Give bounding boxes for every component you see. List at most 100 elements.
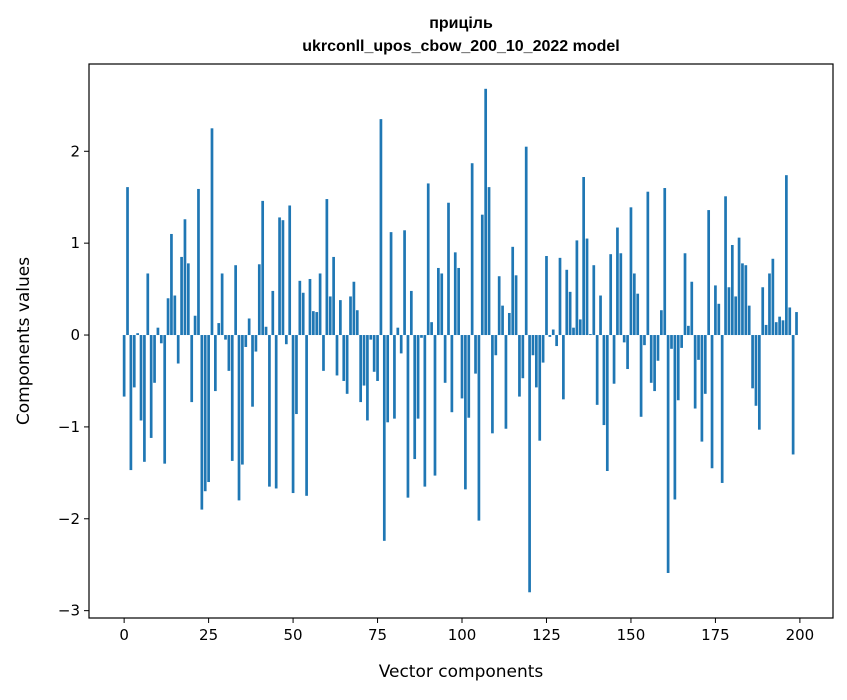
x-axis-label: Vector components (379, 662, 544, 682)
bar-150 (629, 207, 633, 336)
bar-119 (524, 146, 528, 336)
bar-147 (619, 253, 623, 336)
bar-35 (241, 335, 244, 465)
x-tick-label: 50 (284, 626, 303, 644)
bar-17 (180, 256, 183, 336)
bar-131 (565, 269, 569, 336)
x-tick-label: 125 (532, 626, 561, 644)
bar-111 (497, 276, 501, 336)
bar-98 (453, 252, 457, 336)
bar-161 (666, 335, 670, 573)
bar-76 (379, 119, 383, 336)
bar-172 (703, 335, 707, 394)
bar-65 (342, 335, 346, 381)
bar-71 (362, 335, 366, 386)
bar-83 (403, 230, 406, 336)
bar-117 (518, 335, 521, 397)
bar-124 (541, 335, 545, 363)
bar-168 (690, 281, 694, 336)
bar-171 (700, 335, 704, 442)
bar-180 (730, 244, 734, 336)
bar-146 (616, 227, 619, 336)
bar-103 (470, 163, 474, 336)
plot-frame (88, 63, 834, 619)
bar-16 (176, 335, 180, 364)
bar-93 (437, 267, 440, 336)
bar-52 (298, 280, 302, 336)
bar-69 (355, 310, 359, 336)
bar-95 (443, 335, 447, 383)
bar-136 (582, 177, 585, 336)
bar-163 (673, 335, 677, 500)
bar-6 (143, 335, 146, 462)
bar-112 (501, 305, 504, 336)
bar-199 (795, 312, 798, 336)
bar-10 (156, 327, 160, 336)
bar-130 (562, 335, 565, 400)
bar-67 (349, 296, 352, 336)
bar-3 (132, 335, 136, 388)
bar-118 (521, 335, 525, 379)
bar-126 (548, 335, 552, 337)
bar-184 (744, 265, 748, 336)
bar-190 (764, 324, 768, 336)
bar-120 (528, 335, 531, 593)
bar-192 (771, 258, 775, 336)
bar-7 (146, 273, 150, 336)
bar-193 (774, 322, 778, 336)
bar-53 (301, 292, 305, 336)
bar-50 (291, 335, 295, 494)
bar-195 (781, 320, 785, 336)
bar-29 (220, 273, 224, 336)
bar-156 (649, 335, 653, 383)
bar-82 (399, 335, 403, 354)
bar-23 (200, 335, 204, 510)
bar-56 (311, 311, 315, 336)
y-tick-label: −3 (58, 602, 80, 620)
bar-51 (295, 335, 298, 415)
y-tick-label: −2 (58, 510, 80, 528)
bar-11 (159, 335, 163, 344)
bar-85 (409, 290, 413, 336)
x-axis-ticks: 0 25 50 75 100 125 150 175 200 (119, 618, 814, 644)
bar-179 (727, 287, 731, 336)
bar-158 (656, 335, 660, 361)
bar-91 (430, 322, 433, 336)
x-tick-label: 200 (786, 626, 815, 644)
bar-81 (396, 327, 400, 336)
bar-115 (511, 246, 515, 336)
bar-155 (646, 191, 650, 336)
bar-128 (555, 335, 558, 347)
bar-74 (372, 335, 376, 372)
bar-9 (153, 335, 156, 383)
bar-34 (237, 335, 241, 501)
bar-55 (308, 278, 312, 336)
bar-183 (741, 263, 744, 336)
bar-22 (197, 188, 200, 336)
bar-1 (126, 187, 129, 336)
bar-189 (761, 287, 765, 336)
bar-24 (203, 335, 207, 492)
bar-132 (568, 291, 572, 336)
bar-116 (514, 275, 518, 336)
bar-80 (393, 335, 396, 419)
bar-139 (592, 265, 596, 336)
bar-46 (278, 217, 281, 336)
bar-39 (254, 335, 258, 352)
bar-191 (768, 273, 771, 336)
bar-31 (227, 335, 231, 371)
bar-133 (572, 327, 575, 336)
bar-58 (318, 273, 322, 336)
bar-144 (609, 254, 613, 336)
bar-78 (386, 335, 390, 423)
bar-8 (149, 335, 153, 438)
bar-185 (747, 305, 751, 336)
bar-4 (136, 333, 140, 336)
bar-27 (214, 335, 217, 392)
bar-148 (622, 335, 626, 343)
bar-33 (234, 265, 237, 336)
bar-167 (687, 325, 690, 336)
bar-49 (288, 205, 292, 336)
bar-70 (359, 335, 363, 403)
